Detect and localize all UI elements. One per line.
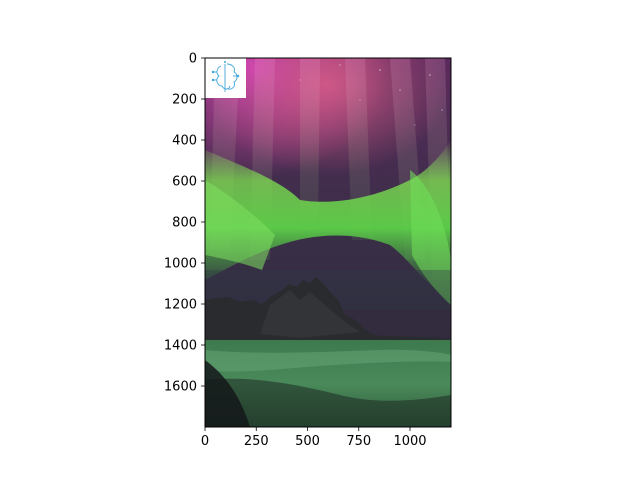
y-tick-label: 1600 bbox=[164, 380, 197, 395]
y-tick-label: 400 bbox=[172, 134, 197, 149]
y-tick-label: 1000 bbox=[164, 257, 197, 272]
x-tick-label: 750 bbox=[346, 434, 371, 449]
aurora-photo bbox=[205, 58, 451, 427]
logo bbox=[205, 58, 246, 98]
y-tick-label: 0 bbox=[189, 52, 197, 67]
y-tick-label: 1200 bbox=[164, 298, 197, 313]
x-tick-label: 1000 bbox=[393, 434, 426, 449]
axes-frame bbox=[204, 57, 452, 428]
x-tick-label: 0 bbox=[201, 434, 209, 449]
y-tick-label: 200 bbox=[172, 93, 197, 108]
x-tick-label: 250 bbox=[244, 434, 269, 449]
y-tick-label: 600 bbox=[172, 175, 197, 190]
axis-ticks: 0 250 500 750 1000 0 200 400 600 800 1000 1200 1400 1… bbox=[164, 52, 427, 450]
x-tick-label: 500 bbox=[295, 434, 320, 449]
y-tick-label: 800 bbox=[172, 216, 197, 231]
y-tick-label: 1400 bbox=[164, 339, 197, 354]
